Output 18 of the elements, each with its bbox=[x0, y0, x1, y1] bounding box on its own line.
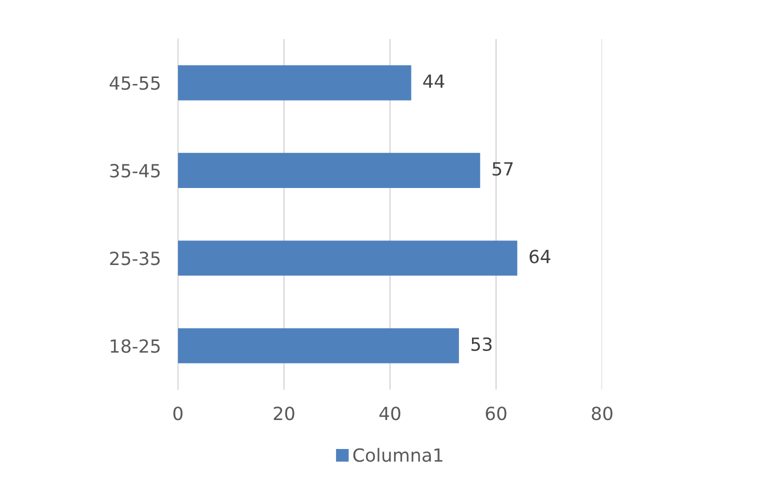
x-tick-label: 40 bbox=[379, 406, 400, 420]
y-tick-label: 45-55 bbox=[110, 76, 160, 90]
data-label: 64 bbox=[530, 250, 550, 264]
data-label: 53 bbox=[471, 337, 492, 352]
bar bbox=[178, 240, 518, 276]
data-label: 57 bbox=[492, 162, 513, 176]
bar bbox=[178, 152, 480, 188]
legend-label: Columna1 bbox=[353, 448, 442, 462]
y-tick-label: 35-45 bbox=[110, 164, 160, 178]
y-tick-label: 18-25 bbox=[110, 339, 160, 353]
x-tick-label: 60 bbox=[486, 406, 506, 420]
data-label: 44 bbox=[423, 74, 444, 88]
x-tick-label: 20 bbox=[274, 406, 294, 420]
x-tick-label: 0 bbox=[173, 406, 182, 420]
bar bbox=[178, 328, 459, 364]
x-tick-label: 80 bbox=[592, 406, 612, 420]
bar bbox=[178, 65, 412, 100]
y-tick-label: 25-35 bbox=[110, 252, 160, 266]
